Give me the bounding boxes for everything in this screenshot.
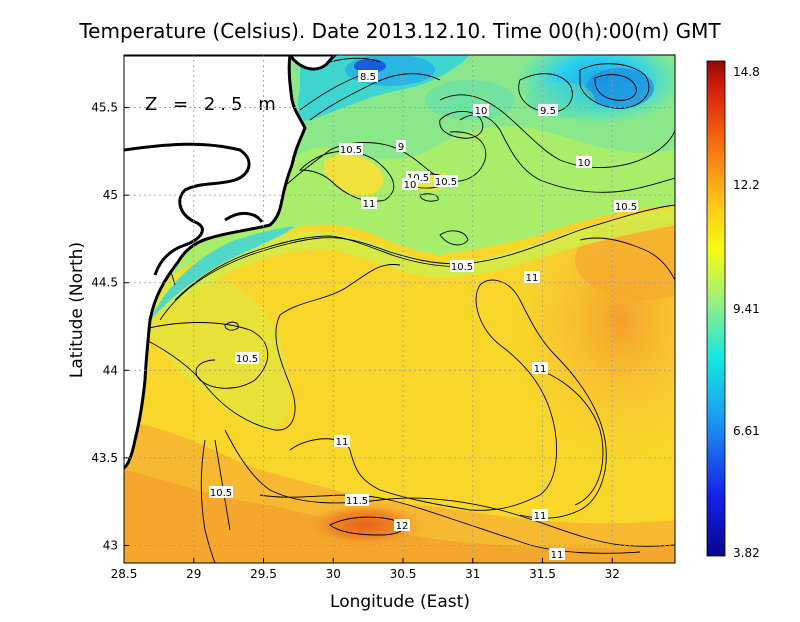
x-tick-label: 32 (605, 567, 620, 581)
contour-label: 10.5 (339, 143, 363, 156)
y-tick-label: 43.5 (91, 451, 118, 465)
colorbar-label: 9.41 (733, 302, 760, 316)
contour-label: 8.5 (358, 70, 378, 83)
contour-label-group: 8.5 10 9.5 10 10.5 9 10.5 10 10.5 10.5 1… (209, 70, 638, 561)
contour-label: 10 (402, 178, 418, 191)
svg-text:9: 9 (398, 142, 404, 153)
chart-title: Temperature (Celsius). Date 2013.12.10. … (78, 19, 721, 43)
contour-label: 10.5 (450, 260, 474, 273)
svg-text:10: 10 (475, 106, 488, 117)
svg-text:11: 11 (526, 273, 539, 284)
colorbar-labels: 14.8 12.2 9.41 6.61 3.82 (733, 65, 760, 560)
svg-text:11: 11 (551, 550, 564, 561)
y-axis-label: Latitude (North) (67, 242, 87, 378)
svg-text:10.5: 10.5 (340, 145, 362, 156)
svg-text:10.5: 10.5 (210, 488, 232, 499)
y-tick-label: 45.5 (91, 101, 118, 115)
colorbar-label-min: 3.82 (733, 546, 760, 560)
y-tick-label: 44 (103, 363, 118, 377)
y-tick-label: 43 (103, 538, 118, 552)
plot-frame (123, 54, 676, 564)
x-axis-label: Longitude (East) (330, 592, 470, 612)
colorbar-label: 12.2 (733, 178, 760, 192)
svg-text:10: 10 (578, 158, 591, 169)
contour-label: 10.5 (434, 175, 458, 188)
svg-text:10.5: 10.5 (615, 202, 637, 213)
x-axis-ticks: 28.5 29 29.5 30 30.5 31 31.5 32 (111, 558, 620, 581)
svg-text:11: 11 (534, 364, 547, 375)
svg-text:9.5: 9.5 (540, 106, 556, 117)
x-tick-label: 31.5 (529, 567, 556, 581)
colorbar-label-max: 14.8 (733, 65, 760, 79)
x-tick-label: 29 (186, 567, 201, 581)
colorbar (706, 60, 726, 557)
grid-lines (124, 55, 675, 563)
svg-text:11: 11 (336, 437, 349, 448)
contour-label: 10.5 (235, 352, 259, 365)
isotherm-contours (124, 57, 675, 563)
svg-text:10: 10 (404, 180, 417, 191)
svg-text:10.5: 10.5 (236, 354, 258, 365)
svg-text:10.5: 10.5 (435, 177, 457, 188)
contour-label: 11 (334, 435, 350, 448)
contour-label: 10.5 (209, 486, 233, 499)
svg-text:11.5: 11.5 (346, 496, 368, 507)
contour-label: 11 (361, 197, 377, 210)
contour-label: 11 (532, 509, 548, 522)
contour-label: 9.5 (538, 104, 558, 117)
depth-label: Z = 2.5 m (145, 94, 281, 115)
svg-text:12: 12 (396, 521, 409, 532)
contour-label: 11.5 (345, 494, 369, 507)
x-tick-label: 30.5 (390, 567, 417, 581)
y-tick-label: 44.5 (91, 276, 118, 290)
land-mass (124, 55, 338, 470)
x-tick-label: 28.5 (111, 567, 138, 581)
x-tick-label: 29.5 (250, 567, 277, 581)
x-tick-label: 31 (465, 567, 480, 581)
svg-text:11: 11 (534, 511, 547, 522)
y-tick-label: 45 (103, 188, 118, 202)
svg-text:8.5: 8.5 (360, 72, 376, 83)
svg-text:10.5: 10.5 (451, 262, 473, 273)
contour-label: 11 (524, 271, 540, 284)
contour-label: 11 (549, 548, 565, 561)
y-axis-ticks: 43 43.5 44 44.5 45 45.5 (91, 101, 129, 552)
contour-label: 10 (473, 104, 489, 117)
svg-text:11: 11 (363, 199, 376, 210)
contour-label: 12 (394, 519, 410, 532)
x-tick-label: 30 (326, 567, 341, 581)
contour-label: 10 (576, 156, 592, 169)
contour-label: 10.5 (614, 200, 638, 213)
contour-label: 9 (396, 140, 406, 153)
contour-label: 11 (532, 362, 548, 375)
colorbar-label: 6.61 (733, 424, 760, 438)
